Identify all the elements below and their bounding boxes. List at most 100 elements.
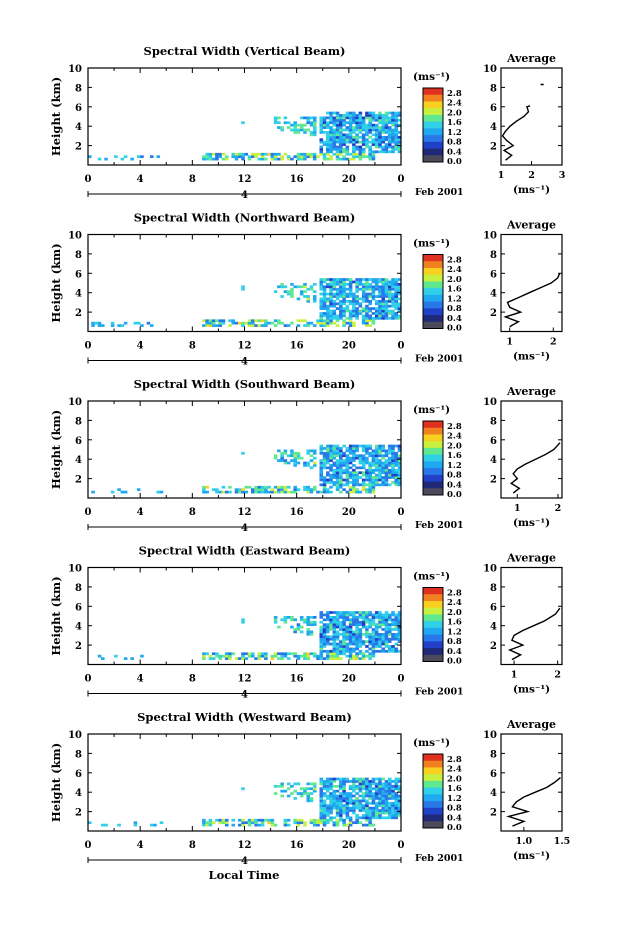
heatmap-cell [391,780,395,783]
heatmap-cell [397,456,402,460]
heatmap-cell [264,490,268,494]
colorbar-swatch [423,481,443,489]
heatmap-cell [381,628,385,631]
heatmap-cell [335,804,340,808]
heatmap-cell [374,444,379,448]
heatmap-cell [368,135,372,139]
heatmap-cell [378,138,382,142]
heatmap-cell [378,789,382,793]
profile-line [509,442,561,494]
heatmap-cell [280,456,284,460]
heatmap-cell [384,138,389,142]
heatmap-cell [309,630,314,634]
heatmap-cell [277,285,281,289]
heatmap-cell [234,490,239,494]
heatmap-cell [358,652,363,656]
heatmap-cell [368,787,372,791]
heatmap-cell [299,654,304,658]
heatmap-cell [335,297,340,301]
heatmap-cell [244,657,249,660]
heatmap-cell [342,155,346,159]
heatmap-cell [355,623,359,626]
heatmap-cell [221,818,226,822]
heatmap-cell [326,642,330,646]
heatmap-cell [368,309,372,313]
heatmap-cell [104,823,108,827]
heatmap-cell [329,628,333,631]
heatmap-cell [326,635,330,639]
heatmap-cell [205,157,209,161]
heatmap-cell [280,657,284,660]
heatmap-cell [374,468,379,472]
heatmap-cell [381,312,385,315]
heatmap-cell [387,304,392,308]
heatmap-cell [361,123,366,127]
heatmap-cell [296,625,301,629]
heatmap-cell [384,611,389,614]
heatmap-cell [348,625,353,629]
heatmap-cell [361,642,366,646]
heatmap-cell [267,152,271,156]
heatmap-cell [208,152,213,156]
heatmap-cell [345,637,350,641]
heatmap-cell [381,461,385,465]
heatmap-cell [348,292,353,296]
heatmap-cell [264,321,268,325]
heatmap-cell [391,797,395,800]
heatmap-cell [319,782,324,786]
heatmap-cell [361,654,366,658]
heatmap-cell [329,454,333,458]
heatmap-cell [352,635,356,639]
profile-y-tick-label: 4 [490,455,497,466]
heatmap-cell [397,797,402,800]
heatmap-cell [368,784,372,788]
heatmap-cell [335,118,340,122]
colorbar: (ms⁻¹)2.82.42.01.61.20.80.40.0 [413,737,462,833]
heatmap-cell [335,809,340,812]
heatmap-cell [361,797,366,800]
heatmap-cell [358,794,363,798]
colorbar-swatch [423,294,443,302]
heatmap-cell [352,324,356,327]
heatmap-cell [335,488,340,492]
heatmap-cell [264,319,268,323]
heatmap-cell [387,630,392,634]
heatmap-cell [355,792,359,795]
heatmap-cell [361,444,366,448]
heatmap-cell [361,447,366,450]
heatmap-cell [342,818,346,822]
heatmap-cell [329,321,333,325]
heatmap-cell [257,823,262,827]
heatmap-cell [299,794,304,798]
heatmap-cell [326,787,330,791]
heatmap-cell [368,821,372,825]
heatmap-cell [368,278,372,281]
heatmap-cell [361,625,366,629]
heatmap-cell [260,652,265,656]
heatmap-cell [391,278,395,281]
heatmap-cell [394,483,399,487]
heatmap-cell [299,630,304,634]
heatmap-cell [283,461,288,465]
heatmap-cell [329,302,333,306]
heatmap-cell [319,280,324,284]
heatmap-cell [260,157,265,161]
heatmap-cell [254,821,258,825]
heatmap-cell [394,307,399,310]
heatmap-cell [381,647,385,651]
heatmap-cell [394,454,399,458]
heatmap-cell [208,818,213,822]
y-tick-label: 4 [75,788,82,799]
heatmap-cell [361,657,366,660]
heatmap-cell [394,628,399,631]
heatmap-cell [319,148,324,151]
heatmap-cell [387,135,392,139]
heatmap-cell [368,818,372,822]
heatmap-cell [384,312,389,315]
heatmap-cell [378,131,382,134]
heatmap-cell [394,637,399,641]
heatmap-cell [374,473,379,477]
heatmap-cell [361,814,366,817]
y-axis-label: Height (km) [49,77,63,156]
heatmap-cell [335,616,340,619]
